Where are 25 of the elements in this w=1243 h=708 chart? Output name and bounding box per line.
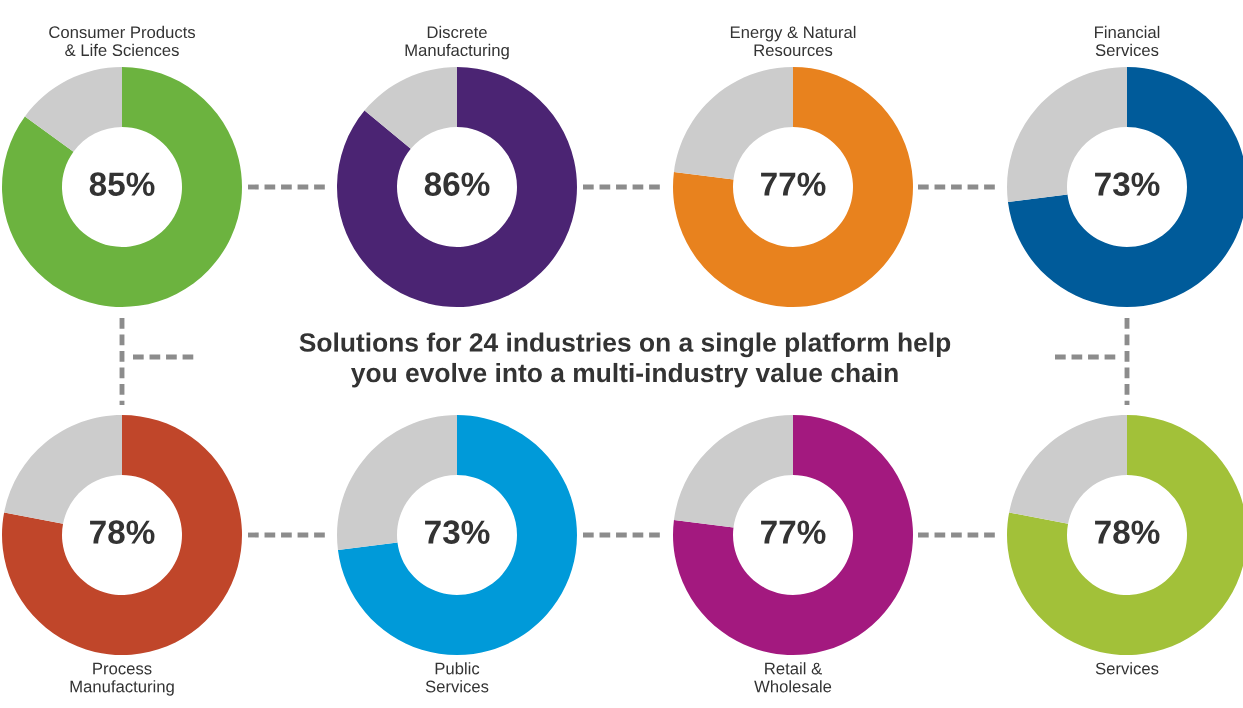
data-label: 85% [89, 172, 155, 196]
chart-title: Consumer Products & Life Sciences [49, 25, 196, 57]
data-label: 73% [1095, 172, 1160, 196]
text: Services [1095, 662, 1159, 675]
text: Retail & Wholesale [754, 662, 832, 693]
donut-slice [2, 67, 242, 307]
chart-title: Financial Services [1095, 25, 1160, 57]
chart-title: Energy & Natural Resources [730, 25, 856, 57]
chart-title: Discrete Manufacturing [405, 25, 509, 60]
donut-slice [2, 415, 242, 655]
data-label: 73% [425, 520, 490, 544]
text: Solutions for 24 industries on a single platform help you evolve into a multi-industry value chain [299, 332, 951, 388]
donut-slice [337, 67, 577, 307]
data-label: 78% [1095, 520, 1160, 544]
donut-slice [24, 67, 122, 152]
text: Process Manufacturing [70, 662, 174, 696]
data-label: 78% [90, 520, 155, 544]
data-label: 77% [761, 520, 826, 544]
donut-slice [673, 67, 913, 307]
donut-slice [337, 415, 577, 655]
donut-slice [364, 67, 457, 149]
data-label: 77% [761, 172, 826, 196]
donut-slice [673, 415, 913, 655]
data-label: 86% [424, 172, 490, 196]
text: Public Services [425, 662, 489, 693]
